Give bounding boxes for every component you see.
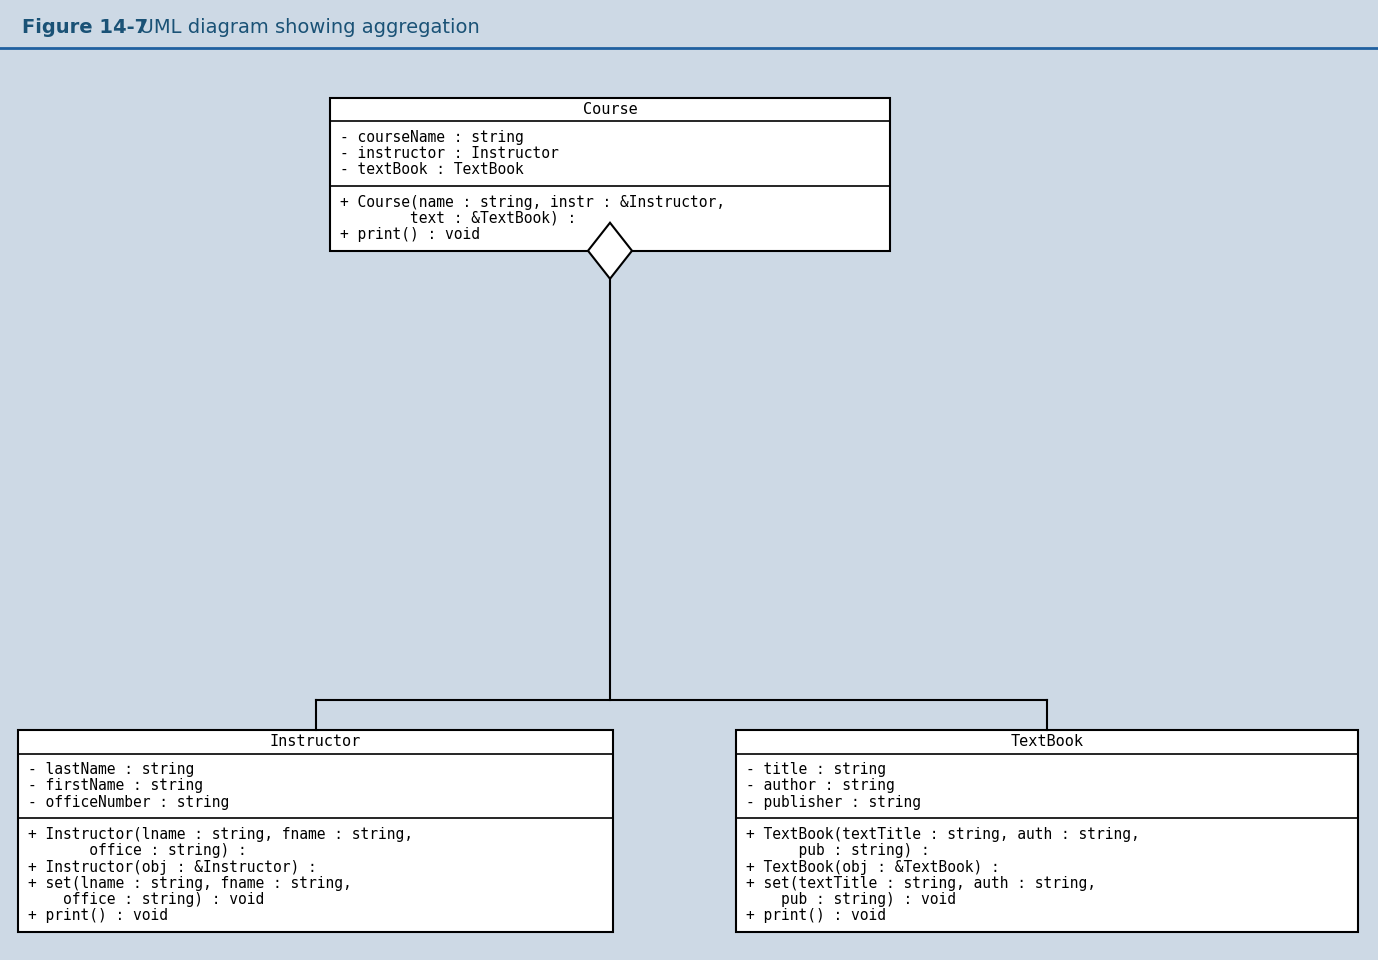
Text: + Course(name : string, instr : &Instructor,: + Course(name : string, instr : &Instruc… — [340, 195, 725, 209]
Text: + print() : void: + print() : void — [28, 908, 168, 924]
Text: text : &TextBook) :: text : &TextBook) : — [340, 211, 576, 226]
Text: Figure 14-7: Figure 14-7 — [22, 18, 147, 37]
Text: Instructor: Instructor — [270, 734, 361, 750]
Bar — [329, 98, 890, 251]
Text: + print() : void: + print() : void — [340, 228, 480, 242]
Text: UML diagram showing aggregation: UML diagram showing aggregation — [127, 18, 480, 37]
Text: pub : string) :: pub : string) : — [745, 843, 930, 858]
Text: - courseName : string: - courseName : string — [340, 130, 524, 145]
Text: - textBook : TextBook: - textBook : TextBook — [340, 162, 524, 178]
Text: - firstName : string: - firstName : string — [28, 779, 203, 793]
Text: pub : string) : void: pub : string) : void — [745, 892, 956, 907]
Text: - officeNumber : string: - officeNumber : string — [28, 795, 229, 809]
Text: - publisher : string: - publisher : string — [745, 795, 921, 809]
Text: TextBook: TextBook — [1010, 734, 1083, 750]
Text: + print() : void: + print() : void — [745, 908, 886, 924]
Text: - instructor : Instructor: - instructor : Instructor — [340, 146, 558, 161]
Text: + Instructor(lname : string, fname : string,: + Instructor(lname : string, fname : str… — [28, 827, 413, 842]
Text: + TextBook(textTitle : string, auth : string,: + TextBook(textTitle : string, auth : st… — [745, 827, 1140, 842]
Text: + set(lname : string, fname : string,: + set(lname : string, fname : string, — [28, 876, 351, 891]
Text: - title : string: - title : string — [745, 762, 886, 778]
Polygon shape — [588, 223, 633, 278]
Text: + Instructor(obj : &Instructor) :: + Instructor(obj : &Instructor) : — [28, 859, 317, 875]
Text: + TextBook(obj : &TextBook) :: + TextBook(obj : &TextBook) : — [745, 859, 1000, 875]
Text: office : string) :: office : string) : — [28, 843, 247, 858]
Text: + set(textTitle : string, auth : string,: + set(textTitle : string, auth : string, — [745, 876, 1096, 891]
Text: office : string) : void: office : string) : void — [28, 892, 265, 907]
Bar — [736, 731, 1357, 932]
Text: Course: Course — [583, 102, 638, 117]
Text: - author : string: - author : string — [745, 779, 894, 793]
Bar — [18, 731, 613, 932]
Text: - lastName : string: - lastName : string — [28, 762, 194, 778]
